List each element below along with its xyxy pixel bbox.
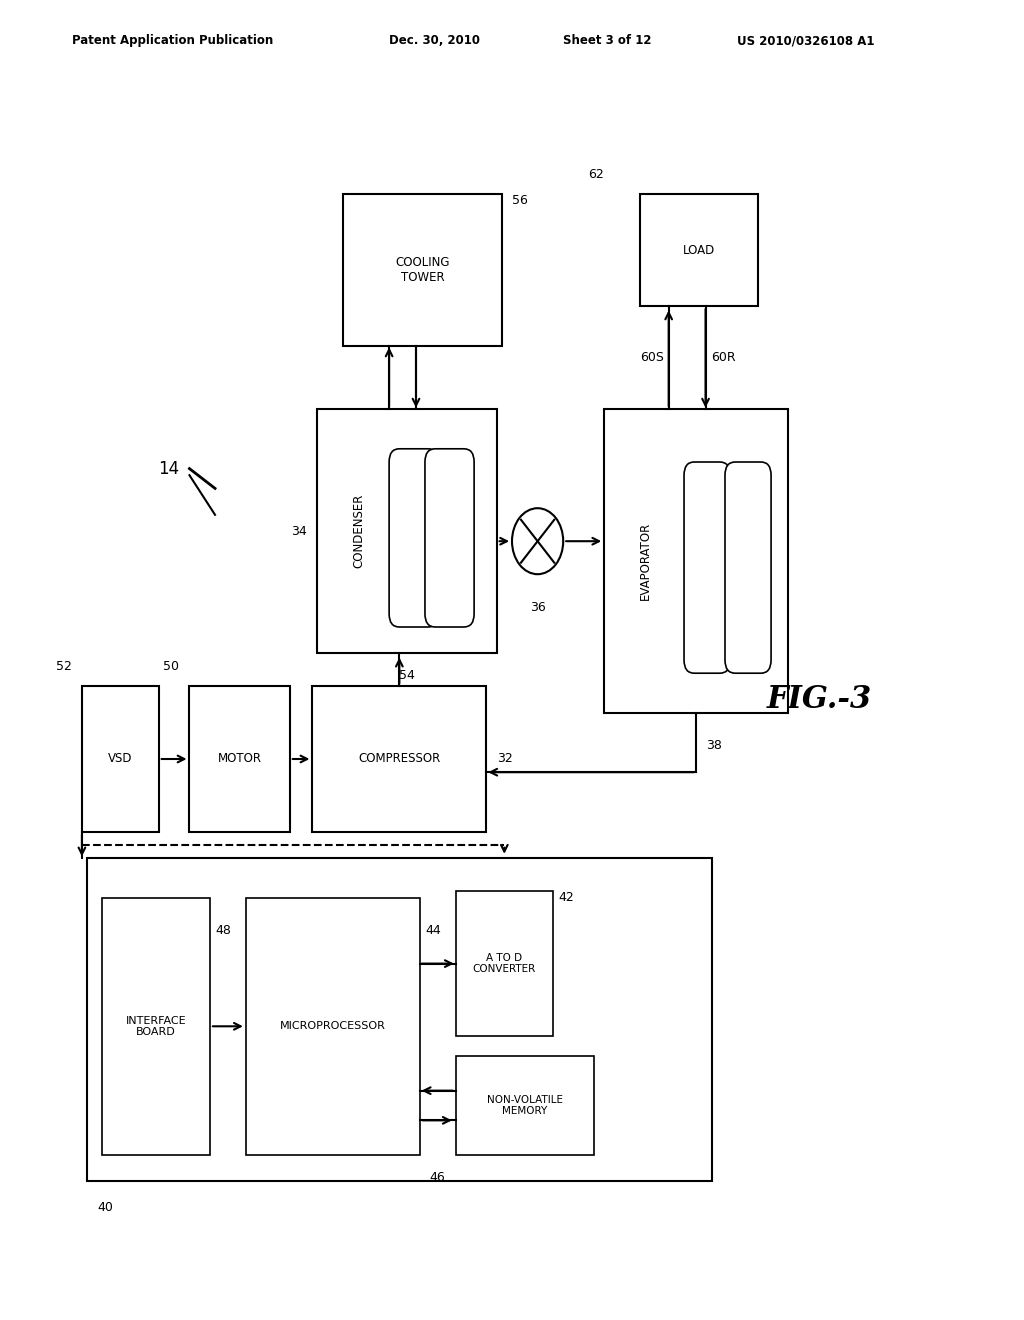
FancyBboxPatch shape <box>87 858 712 1181</box>
FancyBboxPatch shape <box>684 462 730 673</box>
FancyBboxPatch shape <box>343 194 502 346</box>
Text: VSD: VSD <box>109 752 132 766</box>
FancyBboxPatch shape <box>312 686 486 832</box>
Text: 34: 34 <box>292 525 307 537</box>
Text: Dec. 30, 2010: Dec. 30, 2010 <box>389 34 480 48</box>
FancyBboxPatch shape <box>189 686 290 832</box>
Text: 62: 62 <box>589 168 604 181</box>
Text: 44: 44 <box>425 924 440 937</box>
Text: 46: 46 <box>430 1171 445 1184</box>
Circle shape <box>512 508 563 574</box>
Text: LOAD: LOAD <box>683 244 715 256</box>
Text: Sheet 3 of 12: Sheet 3 of 12 <box>563 34 651 48</box>
FancyBboxPatch shape <box>456 891 553 1036</box>
FancyBboxPatch shape <box>725 462 771 673</box>
Text: MICROPROCESSOR: MICROPROCESSOR <box>280 1022 386 1031</box>
Text: 56: 56 <box>512 194 528 207</box>
Text: A TO D
CONVERTER: A TO D CONVERTER <box>473 953 536 974</box>
FancyBboxPatch shape <box>389 449 438 627</box>
FancyBboxPatch shape <box>246 898 420 1155</box>
Text: Patent Application Publication: Patent Application Publication <box>72 34 273 48</box>
FancyBboxPatch shape <box>82 686 159 832</box>
Text: 32: 32 <box>497 752 512 766</box>
Text: COOLING
TOWER: COOLING TOWER <box>395 256 450 284</box>
Text: 50: 50 <box>163 660 179 673</box>
FancyBboxPatch shape <box>425 449 474 627</box>
Text: 36: 36 <box>529 601 546 614</box>
Text: 60R: 60R <box>711 351 735 364</box>
Text: INTERFACE
BOARD: INTERFACE BOARD <box>126 1015 186 1038</box>
Text: 54: 54 <box>399 669 415 682</box>
FancyBboxPatch shape <box>317 409 497 653</box>
Text: 48: 48 <box>215 924 231 937</box>
Text: CONDENSER: CONDENSER <box>352 494 365 569</box>
Text: US 2010/0326108 A1: US 2010/0326108 A1 <box>737 34 874 48</box>
Text: 52: 52 <box>55 660 72 673</box>
FancyBboxPatch shape <box>640 194 758 306</box>
Text: 42: 42 <box>558 891 573 904</box>
Text: EVAPORATOR: EVAPORATOR <box>639 521 651 601</box>
Text: MOTOR: MOTOR <box>218 752 261 766</box>
Text: 38: 38 <box>707 739 723 752</box>
FancyBboxPatch shape <box>456 1056 594 1155</box>
FancyBboxPatch shape <box>604 409 788 713</box>
Text: COMPRESSOR: COMPRESSOR <box>358 752 440 766</box>
Text: NON-VOLATILE
MEMORY: NON-VOLATILE MEMORY <box>486 1094 563 1117</box>
Text: 14: 14 <box>158 459 179 478</box>
Text: FIG.-3: FIG.-3 <box>767 684 871 715</box>
Text: 60S: 60S <box>640 351 664 364</box>
FancyBboxPatch shape <box>102 898 210 1155</box>
Text: 40: 40 <box>97 1201 114 1214</box>
